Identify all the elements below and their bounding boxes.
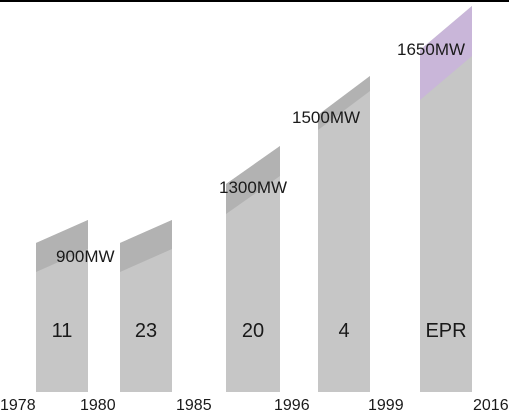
count-labels-layer: 11 23 20 4 EPR <box>52 320 467 342</box>
bar-group <box>420 6 472 392</box>
x-tick-label: 1996 <box>274 397 310 412</box>
bar-group <box>120 220 172 392</box>
bar-top-cap <box>226 146 280 214</box>
bar-power-label: 1500MW <box>292 108 360 127</box>
x-ticks-layer: 1978 1980 1985 1996 1999 2016 <box>0 397 509 412</box>
bar-group <box>226 146 280 392</box>
x-tick-label: 1978 <box>0 397 36 412</box>
x-tick-label: 1980 <box>80 397 116 412</box>
x-tick-label: 1985 <box>176 397 212 412</box>
bar-count-label: 4 <box>338 320 349 342</box>
bar-group <box>36 220 88 392</box>
bar-top-cap <box>120 220 172 272</box>
bar-power-label: 1300MW <box>219 178 287 197</box>
bar-count-label: 11 <box>52 320 73 342</box>
power-labels-layer: 900MW 1300MW 1500MW 1650MW <box>56 40 465 266</box>
bar <box>226 146 280 392</box>
bar-count-label: EPR <box>425 320 466 342</box>
bars-layer <box>36 6 472 392</box>
bar-top-cap <box>318 76 370 130</box>
bar-top-cap <box>420 6 472 100</box>
bar-count-label: 23 <box>135 320 157 342</box>
bar-group <box>318 76 370 392</box>
bar <box>318 76 370 392</box>
bar-power-label: 900MW <box>56 247 115 266</box>
bar-top-cap <box>36 220 88 272</box>
bar-count-label: 20 <box>242 320 264 342</box>
bar-power-label: 1650MW <box>397 40 465 59</box>
bar <box>420 6 472 392</box>
x-tick-label: 2016 <box>473 397 509 412</box>
x-tick-label: 1999 <box>368 397 404 412</box>
